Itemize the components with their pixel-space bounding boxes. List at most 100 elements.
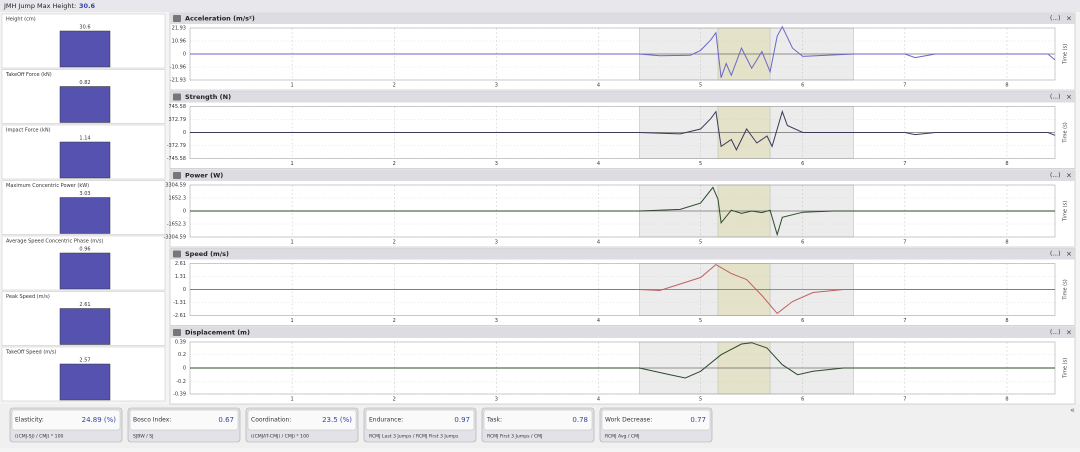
metric-formula: RCMJ Last 3 Jumps / RCMJ First 3 Jumps	[369, 434, 459, 440]
chart-title: Power (W)	[185, 172, 223, 180]
chart-title: Strength (N)	[185, 93, 231, 101]
side-panel-value: 30.6	[79, 25, 90, 31]
signal-line	[190, 186, 1055, 237]
x-tick-label: 2	[393, 318, 396, 324]
x-tick-label: 3	[495, 318, 498, 324]
metric-label: Endurance:	[369, 417, 403, 424]
x-tick-label: 4	[597, 397, 600, 403]
chart-panel	[169, 12, 1076, 91]
metric-value-box	[365, 409, 475, 431]
x-tick-label: 2	[393, 161, 396, 167]
x-tick-label: 7	[903, 318, 906, 324]
y-tick-label: -1.31	[173, 300, 186, 306]
x-tick-label: 8	[1005, 161, 1008, 167]
x-tick-label: 7	[903, 83, 906, 89]
y-tick-label: 3304.59	[165, 183, 186, 189]
metric-value: 0.78	[572, 416, 588, 424]
chart-close[interactable]: ×	[1066, 15, 1072, 23]
y-tick-label: -3304.59	[164, 235, 186, 241]
metric-value-box	[11, 409, 121, 431]
metric-formula: RCMJ First 3 Jumps / CMJ	[487, 434, 543, 440]
x-tick-label: 2	[393, 240, 396, 246]
chart-close[interactable]: ×	[1066, 93, 1072, 101]
x-tick-label: 1	[291, 240, 294, 246]
chart-close[interactable]: ×	[1066, 329, 1072, 337]
y-tick-label: 0.2	[178, 352, 186, 358]
x-tick-label: 5	[699, 83, 702, 89]
chart-menu[interactable]: (...)	[1050, 329, 1060, 336]
bar	[59, 197, 111, 234]
axis-label: Time (s)	[1063, 122, 1069, 143]
header-label: JMH Jump Max Height:	[3, 2, 76, 10]
bar	[59, 363, 111, 401]
side-panel-value: 0.96	[79, 247, 90, 253]
metric-value-box	[129, 409, 239, 431]
chart-header	[170, 91, 1075, 103]
bar	[59, 141, 111, 179]
y-tick-label: -0.39	[173, 392, 186, 398]
collapse-button[interactable]: «	[1070, 406, 1075, 415]
x-tick-label: 6	[801, 240, 804, 246]
chart-icon	[173, 250, 181, 258]
chart-close[interactable]: ×	[1066, 250, 1072, 258]
chart-panel	[169, 326, 1076, 405]
side-panel-label: TakeOff Speed (m/s)	[5, 350, 56, 356]
x-tick-label: 7	[903, 397, 906, 403]
metric-formula: ((CMJ-SJ) / CMJ) * 100	[15, 434, 64, 440]
chart-header	[170, 248, 1075, 260]
x-tick-label: 8	[1005, 318, 1008, 324]
chart-menu[interactable]: (...)	[1050, 172, 1060, 179]
header-value: 30.6	[79, 2, 96, 10]
x-tick-label: 6	[801, 318, 804, 324]
axis-label: Time (s)	[1063, 358, 1069, 379]
metric-label: Bosco Index:	[133, 417, 171, 424]
x-tick-label: 1	[291, 397, 294, 403]
y-tick-label: -2.61	[173, 313, 186, 319]
x-tick-label: 8	[1005, 83, 1008, 89]
bar	[59, 30, 111, 68]
y-tick-label: 0	[183, 130, 186, 136]
axis-label: Time (s)	[1063, 201, 1069, 222]
chart-header	[170, 170, 1075, 181]
side-panel-value: 2.61	[79, 302, 90, 308]
metric-formula: RCMJ Avg / CMJ	[605, 434, 639, 440]
x-tick-label: 4	[597, 83, 600, 89]
side-panel-value: 2.57	[79, 358, 90, 364]
side-panel-label: Peak Speed (m/s)	[6, 294, 50, 300]
side-panel-value: 1.14	[79, 136, 90, 142]
axis-label: Time (s)	[1063, 279, 1069, 300]
x-tick-label: 3	[495, 240, 498, 246]
metric-value: 23.5 (%)	[322, 416, 352, 424]
chart-menu[interactable]: (...)	[1050, 251, 1060, 258]
metric-value: 24.89 (%)	[82, 416, 117, 424]
axis-label: Time (s)	[1063, 44, 1069, 65]
chart-panel	[169, 169, 1076, 248]
chart-icon	[173, 93, 181, 101]
bar	[59, 86, 111, 123]
bar	[59, 252, 111, 290]
x-tick-label: 7	[903, 240, 906, 246]
chart-menu[interactable]: (...)	[1050, 15, 1060, 22]
metric-value-box	[601, 409, 711, 431]
metric-formula: SJBW / SJ	[133, 434, 154, 440]
bar	[59, 308, 111, 345]
chart-menu[interactable]: (...)	[1050, 94, 1060, 101]
x-tick-label: 4	[597, 240, 600, 246]
y-tick-label: 0.39	[175, 340, 186, 346]
y-tick-label: -745.58	[167, 156, 186, 162]
x-tick-label: 5	[699, 318, 702, 324]
chart-close[interactable]: ×	[1066, 172, 1072, 180]
y-tick-label: -1652.3	[167, 222, 186, 228]
metric-value-box	[483, 409, 593, 431]
x-tick-label: 3	[495, 161, 498, 167]
metric-value: 0.77	[690, 416, 706, 424]
metric-value: 0.97	[454, 416, 470, 424]
x-tick-label: 4	[597, 318, 600, 324]
x-tick-label: 6	[801, 83, 804, 89]
y-tick-label: 10.96	[172, 39, 186, 45]
side-panel-label: Impact Force (kN)	[6, 128, 51, 134]
chart-icon	[173, 329, 181, 336]
y-tick-label: -0.2	[176, 379, 186, 385]
top-bar	[0, 0, 1080, 12]
